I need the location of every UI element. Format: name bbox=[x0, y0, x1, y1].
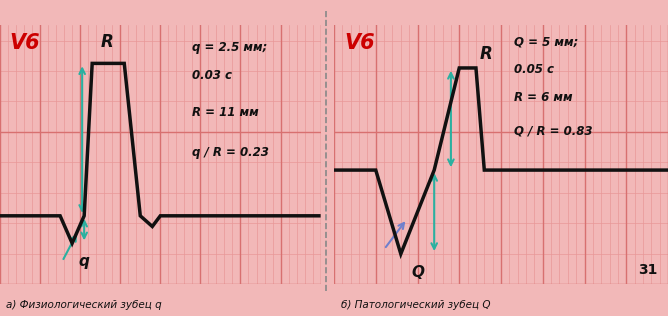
Text: q: q bbox=[79, 254, 90, 269]
Text: R = 6 мм: R = 6 мм bbox=[514, 91, 572, 104]
Text: V6: V6 bbox=[9, 33, 40, 53]
Text: R: R bbox=[480, 46, 493, 64]
Text: 0.03 с: 0.03 с bbox=[192, 70, 232, 82]
Text: б) Патологический зубец Q: б) Патологический зубец Q bbox=[341, 300, 490, 310]
Text: Q / R = 0.83: Q / R = 0.83 bbox=[514, 125, 592, 137]
Text: 0.05 с: 0.05 с bbox=[514, 64, 554, 76]
Text: R: R bbox=[100, 33, 113, 51]
Text: q / R = 0.23: q / R = 0.23 bbox=[192, 146, 269, 159]
Text: q = 2.5 мм;: q = 2.5 мм; bbox=[192, 40, 268, 53]
Text: V6: V6 bbox=[344, 33, 375, 53]
Text: 31: 31 bbox=[639, 263, 658, 276]
Text: R = 11 мм: R = 11 мм bbox=[192, 106, 259, 119]
Text: Q: Q bbox=[411, 264, 424, 280]
Text: Q = 5 мм;: Q = 5 мм; bbox=[514, 36, 578, 49]
Text: а) Физиологический зубец q: а) Физиологический зубец q bbox=[7, 300, 162, 310]
